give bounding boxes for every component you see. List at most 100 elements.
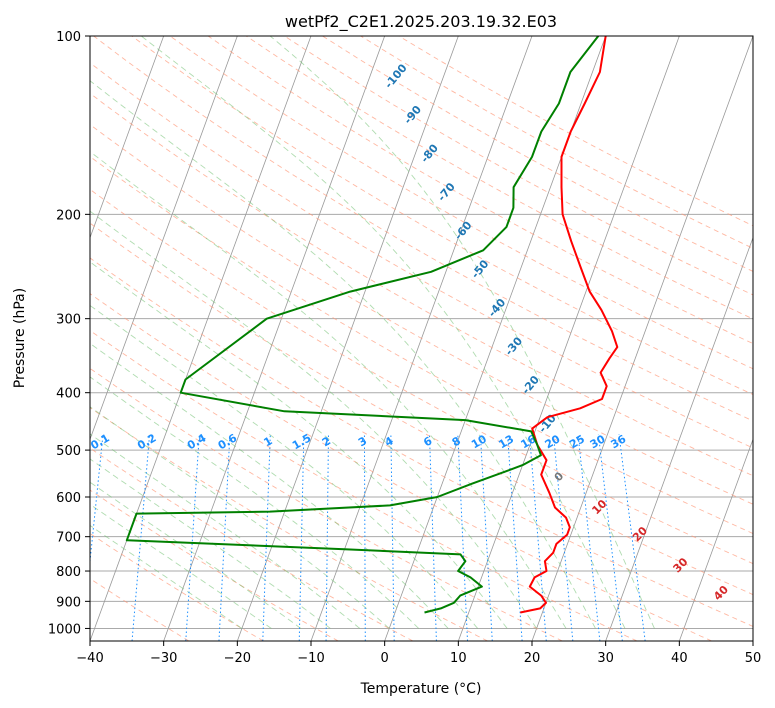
dry-adiabat-line	[90, 407, 488, 641]
x-tick-label: 0	[381, 651, 389, 666]
dry-adiabat-line	[90, 62, 753, 449]
moist-adiabat-label: 10	[589, 497, 609, 517]
isotherm-line	[678, 438, 753, 641]
moist-adiabat-line	[269, 36, 655, 629]
mixing-ratio-label: 4	[383, 434, 396, 449]
moist-adiabat-line	[90, 376, 420, 629]
x-tick-label: −20	[224, 651, 251, 666]
mixing-ratio-label: 0.2	[135, 431, 158, 452]
mixing-ratio-line	[618, 434, 646, 641]
mixing-ratio-label: 8	[450, 434, 463, 449]
x-axis: −40 −30 −20 −10 0 10 20 30 40 50	[76, 641, 761, 666]
plot-frame	[89, 35, 754, 642]
chart-title: wetPf2_C2E1.2025.203.19.32.E03	[285, 12, 557, 32]
x-tick-label: 20	[524, 651, 541, 666]
y-tick-label: 500	[56, 444, 81, 459]
moist-adiabat-line	[90, 210, 537, 629]
mixing-ratio-label: 2	[320, 434, 333, 449]
mixing-ratio-line	[428, 434, 437, 641]
moist-adiabat-label: 30	[671, 555, 691, 575]
x-tick-label: −30	[150, 651, 177, 666]
dry-adiabat-line	[245, 36, 753, 320]
moist-adiabat-line	[90, 433, 361, 629]
y-tick-label: 300	[56, 313, 81, 328]
dry-adiabat-line	[131, 36, 753, 396]
mixing-ratio-line	[506, 434, 523, 641]
mixing-ratio-line	[363, 434, 366, 641]
dry-adiabat-line	[90, 156, 753, 535]
x-axis-label: Temperature (°C)	[360, 681, 482, 697]
x-tick-label: 30	[597, 651, 614, 666]
mixing-ratio-line	[185, 434, 200, 641]
y-tick-label: 600	[56, 491, 81, 506]
moist-adiabat-line	[90, 524, 243, 629]
background-lines	[90, 36, 753, 641]
moist-adiabat-line	[90, 481, 302, 629]
dry-adiabat-line	[284, 36, 753, 296]
dry-adiabat-line	[93, 36, 753, 422]
y-tick-label: 700	[56, 531, 81, 546]
mixing-ratio-label: 36	[608, 432, 628, 451]
isotherm-line	[531, 36, 753, 641]
moist-adiabat-label: 0	[552, 469, 567, 484]
mixing-ratio-line	[479, 434, 493, 641]
mixing-ratio-line	[90, 434, 104, 567]
mixing-ratio-label: 30	[588, 432, 608, 451]
isotherm-line	[236, 36, 459, 641]
isotherm-line	[752, 639, 753, 641]
y-tick-label: 200	[56, 208, 81, 223]
mixing-ratio-line	[298, 434, 305, 641]
temperature-line	[520, 36, 619, 614]
dry-adiabat-label: -80	[418, 141, 441, 165]
isotherm-line	[90, 36, 165, 239]
isotherm-line	[90, 36, 238, 441]
isotherm-line	[457, 36, 680, 641]
dry-adiabat-label: -70	[435, 180, 458, 204]
dry-adiabat-line	[90, 532, 264, 641]
mixing-ratio-label: 1.5	[290, 431, 313, 452]
mixing-ratio-line	[218, 434, 231, 641]
isotherm-line	[605, 236, 753, 641]
mixing-ratio-label: 10	[469, 432, 489, 451]
isotherm-line	[163, 36, 386, 641]
dry-adiabat-line	[90, 578, 190, 641]
y-tick-label: 800	[56, 565, 81, 580]
x-tick-label: 10	[450, 651, 467, 666]
mixing-ratio-line	[597, 434, 623, 641]
dry-adiabat-line	[90, 489, 339, 641]
dry-adiabat-line	[322, 36, 753, 272]
moist-adiabat-line	[90, 261, 508, 629]
moist-adiabat-line	[90, 304, 479, 629]
mixing-ratio-line	[528, 434, 547, 641]
x-tick-label: 50	[745, 651, 762, 666]
mixing-ratio-label: 0.6	[216, 431, 240, 452]
dry-adiabat-line	[398, 36, 753, 227]
y-tick-label: 1000	[48, 622, 81, 637]
dry-adiabat-line	[90, 293, 712, 641]
isotherm-line	[90, 36, 312, 641]
dry-adiabat-label: -90	[401, 103, 424, 127]
y-tick-label: 100	[56, 30, 81, 45]
moist-adiabat-line	[90, 151, 567, 629]
moist-adiabat-line	[90, 80, 596, 629]
dry-adiabat-label: -60	[452, 219, 475, 243]
mixing-ratio-label: 13	[496, 432, 516, 451]
dry-adiabat-line	[90, 92, 753, 477]
reference-labels: 0.1 0.2 0.4 0.6 1 1.5 2 3 4 6 8 10 13 16 20 25 30 36-100-…	[90, 61, 731, 603]
dry-adiabat-label: -40	[486, 296, 509, 320]
mixing-ratio-label: 6	[421, 434, 434, 449]
moist-adiabat-line	[90, 503, 272, 629]
y-tick-label: 400	[56, 387, 81, 402]
mixing-ratio-line	[131, 434, 151, 641]
mixing-ratio-line	[457, 434, 469, 641]
dry-adiabat-line	[90, 257, 753, 627]
dry-adiabat-line	[90, 222, 753, 596]
mixing-ratio-label: 3	[356, 434, 369, 449]
moist-adiabat-line	[90, 406, 390, 629]
x-tick-label: −10	[297, 651, 324, 666]
dry-adiabat-line	[169, 36, 753, 370]
x-tick-label: −40	[76, 651, 103, 666]
dry-adiabat-line	[90, 367, 563, 641]
dry-adiabat-line	[207, 36, 753, 345]
